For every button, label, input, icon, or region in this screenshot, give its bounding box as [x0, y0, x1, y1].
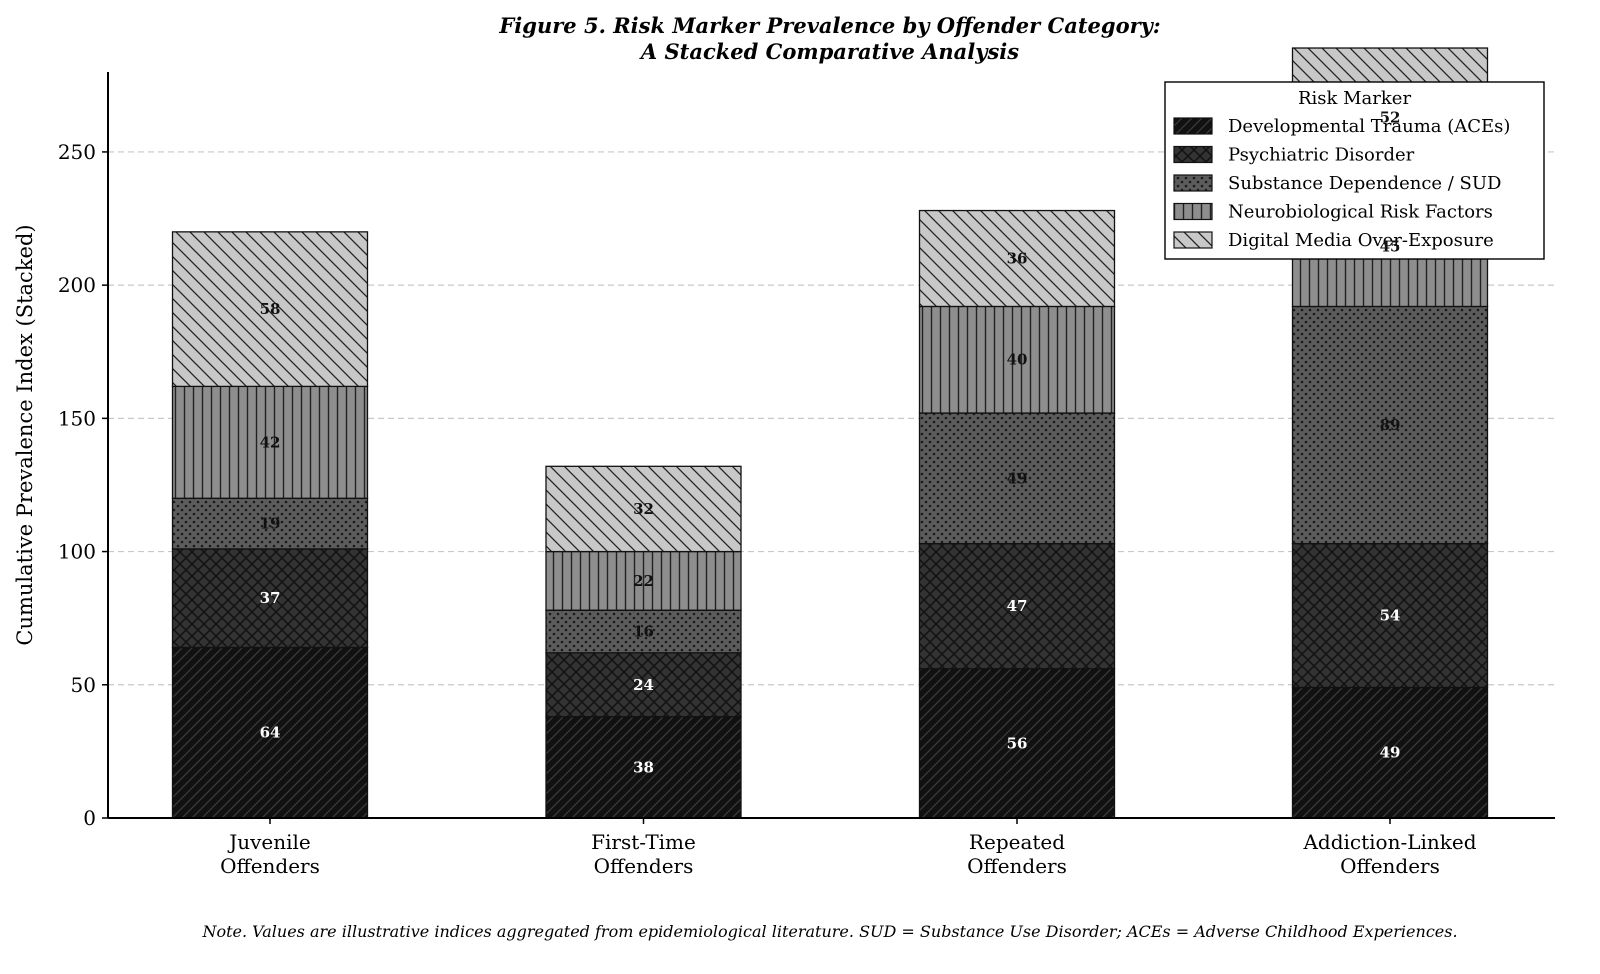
axes [102, 72, 1555, 824]
bar-segment [918, 412, 1116, 545]
legend-label: Psychiatric Disorder [1228, 145, 1415, 166]
legend-label: Neurobiological Risk Factors [1228, 202, 1493, 223]
data-label: 56 [1007, 734, 1028, 752]
legend-box [1164, 81, 1545, 260]
legend-label: Digital Media Over-Exposure [1228, 230, 1494, 251]
bar-segment [171, 646, 369, 819]
x-tick-label: Juvenile Offenders [220, 830, 320, 878]
legend-title: Risk Marker [1298, 88, 1412, 109]
chart-title: Figure 5. Risk Marker Prevalence by Offe… [498, 13, 1160, 64]
y-tick-label: 50 [71, 673, 96, 697]
data-label: 40 [1007, 351, 1028, 369]
data-label: 64 [260, 724, 281, 742]
data-label: 49 [1380, 744, 1401, 762]
data-label: 38 [633, 758, 654, 776]
x-tick-label: First-Time Offenders [591, 830, 696, 878]
chart-text: 64 37 19 42 58 38 24 16 22 32 56 47 49 40 36 49 54 89 45 52… [13, 13, 1458, 941]
data-label: 89 [1380, 416, 1401, 434]
bar-segment [171, 548, 369, 649]
y-tick-label: 150 [58, 406, 96, 430]
tick-labels: 0 50 100 150 200 250 Juvenile Offenders First-Ti… [58, 140, 1477, 878]
data-label: 54 [1380, 607, 1401, 625]
bar-segment [918, 542, 1116, 670]
data-label: 47 [1007, 597, 1028, 615]
legend: Risk Marker Developmental Trauma (ACEs) Ps… [1164, 81, 1545, 260]
legend-swatch [1173, 202, 1213, 221]
bar-segment [918, 668, 1116, 819]
bar-segment [918, 209, 1116, 308]
data-label: 19 [260, 515, 281, 533]
legend-swatch [1173, 145, 1213, 164]
legend-label: Developmental Trauma (ACEs) [1228, 116, 1510, 137]
data-label: 58 [260, 300, 281, 318]
bar-segment [545, 550, 742, 611]
data-label: 42 [260, 433, 281, 451]
bar-segment [545, 609, 742, 654]
bar-segment [545, 465, 742, 553]
y-tick-label: 200 [58, 273, 96, 297]
bar-segment [1291, 686, 1489, 819]
y-axis-title: Cumulative Prevalence Index (Stacked) [13, 224, 37, 645]
data-label: 37 [260, 589, 281, 607]
x-tick-label: Repeated Offenders [967, 830, 1067, 878]
bar-segment [1291, 305, 1489, 545]
data-label: 36 [1007, 250, 1028, 268]
bar-segment [1291, 542, 1489, 689]
data-label: 49 [1007, 469, 1028, 487]
x-tick-label: Addiction-Linked Offenders [1302, 830, 1476, 878]
legend-swatch [1173, 174, 1213, 192]
y-tick-label: 0 [83, 806, 96, 830]
y-tick-label: 250 [58, 140, 96, 164]
legend-swatch [1173, 117, 1213, 135]
footnote: Note. Values are illustrative indices ag… [201, 922, 1457, 941]
legend-swatch [1173, 231, 1213, 249]
legend-label: Substance Dependence / SUD [1228, 173, 1502, 194]
data-label: 45 [1380, 238, 1401, 256]
bar-segment [545, 652, 742, 718]
data-label: 16 [633, 623, 654, 641]
bar-segment [171, 231, 369, 388]
data-label: 52 [1380, 108, 1401, 126]
y-tick-label: 100 [58, 540, 96, 564]
data-label: 24 [633, 676, 654, 694]
data-label: 22 [633, 572, 654, 590]
bar-segment [918, 305, 1116, 414]
data-label: 32 [633, 500, 654, 518]
